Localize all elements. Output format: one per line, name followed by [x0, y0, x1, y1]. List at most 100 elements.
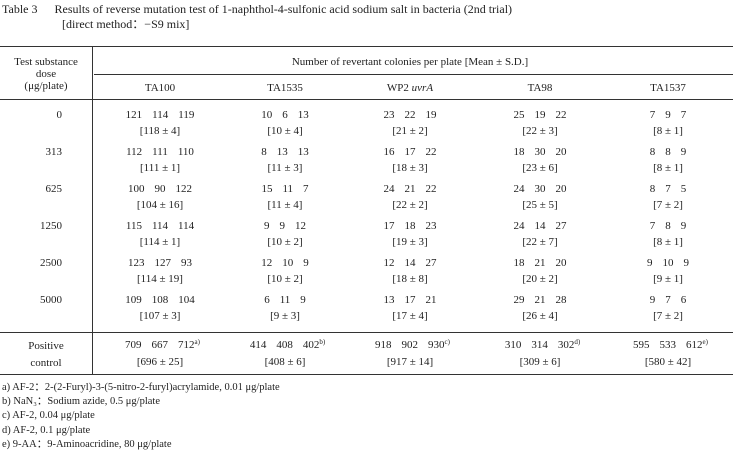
dose: 2500	[40, 257, 62, 269]
dose-header: (μg/plate)	[24, 80, 68, 92]
colony-count: 122	[175, 183, 193, 195]
colony-count: 902	[401, 339, 419, 351]
mean-sd: [10 ± 2]	[267, 273, 303, 285]
colony-counts: 8 13 13	[256, 146, 314, 159]
strain-header: TA98	[528, 82, 553, 95]
colony-count: 918	[375, 339, 392, 351]
footnote-ref: c)	[444, 338, 450, 346]
colony-count: 115	[125, 220, 142, 232]
colony-count: 9	[300, 294, 306, 306]
header-rule	[94, 74, 733, 75]
colony-count: 667	[151, 339, 169, 351]
mean-sd: [580 ± 42]	[644, 356, 692, 368]
colony-count: 21	[404, 183, 416, 195]
colony-count: 30	[534, 183, 546, 195]
colony-count: 712	[178, 339, 195, 351]
mean-sd: [8 ± 1]	[653, 236, 683, 248]
colony-count: 930	[428, 339, 445, 351]
colony-count: 121	[125, 109, 143, 121]
mean-sd: [11 ± 3]	[267, 162, 303, 174]
dose-header: dose	[35, 68, 57, 80]
footnote-ref: d)	[574, 338, 581, 346]
colony-count: 21	[534, 294, 546, 306]
mean-sd: [408 ± 6]	[264, 356, 306, 368]
strain-name: TA100	[144, 82, 176, 94]
footnote: b) NaN₃：Sodium azide, 0.5 μg/plate	[2, 396, 161, 408]
colony-count: 12	[383, 257, 395, 269]
colony-count: 114	[152, 109, 169, 121]
colony-count: 104	[178, 294, 195, 306]
footnote: c) AF-2, 0.04 μg/plate	[2, 410, 95, 422]
colony-count: 5	[680, 183, 687, 195]
strain-header: TA100	[145, 82, 175, 95]
colony-count: 18	[513, 146, 525, 158]
colony-count: 93	[181, 257, 192, 269]
mean-sd: [23 ± 6]	[522, 162, 558, 174]
strain-header: WP2 uvrA	[387, 82, 433, 95]
colony-count: 90	[154, 183, 166, 195]
colony-counts: 6 11 9	[259, 294, 311, 307]
mean-sd: [7 ± 2]	[653, 199, 683, 211]
colony-counts: 115 114 114	[121, 220, 199, 233]
colony-count: 595	[633, 339, 650, 351]
colony-count: 533	[659, 339, 677, 351]
colony-count: 109	[125, 294, 142, 306]
dose-header: Test substance	[14, 56, 78, 68]
colony-count: 11	[279, 294, 291, 306]
colony-count: 314	[531, 339, 548, 351]
colony-count: 22	[425, 183, 437, 195]
control-label: Positive	[28, 340, 64, 352]
colony-count: 100	[128, 183, 145, 195]
colony-counts: 12 14 27	[379, 257, 442, 270]
colony-counts: 9 10 9	[642, 257, 694, 270]
colony-count: 23	[383, 109, 395, 121]
colony-count: 15	[261, 183, 273, 195]
colony-count: 9	[683, 257, 690, 269]
colony-count: 709	[125, 339, 142, 351]
table-subtitle: [direct method：−S9 mix]	[62, 17, 190, 31]
column-divider	[92, 46, 93, 374]
colony-count: 7	[303, 183, 309, 195]
colony-count: 9	[665, 109, 671, 121]
colony-count: 310	[504, 339, 522, 351]
mean-sd: [8 ± 1]	[653, 125, 683, 137]
colony-count: 14	[404, 257, 416, 269]
colony-count: 119	[178, 109, 195, 121]
colony-counts: 12 10 9	[256, 257, 314, 270]
colony-count: 8	[649, 146, 656, 158]
colony-counts: 414 408 402b)	[245, 339, 325, 352]
colony-count: 13	[297, 146, 309, 158]
colony-count: 6	[264, 294, 270, 306]
colony-counts: 10 6 13	[256, 109, 314, 122]
colony-count: 11	[282, 183, 294, 195]
mean-sd: [696 ± 25]	[136, 356, 184, 368]
mean-sd: [917 ± 14]	[386, 356, 434, 368]
colony-count: 114	[151, 220, 169, 232]
colony-count: 25	[513, 109, 525, 121]
colony-count: 8	[665, 146, 671, 158]
colony-count: 9	[264, 220, 270, 232]
colony-count: 8	[649, 183, 656, 195]
colony-count: 28	[555, 294, 567, 306]
colony-count: 10	[261, 109, 273, 121]
colony-counts: 16 17 22	[379, 146, 442, 159]
colony-count: 12	[295, 220, 306, 232]
colony-count: 30	[534, 146, 546, 158]
mean-sd: [22 ± 2]	[392, 199, 428, 211]
mean-sd: [10 ± 2]	[267, 236, 303, 248]
colony-count: 302	[557, 339, 575, 351]
mean-sd: [9 ± 3]	[270, 310, 300, 322]
mean-sd: [7 ± 2]	[653, 310, 683, 322]
colony-count: 20	[555, 183, 567, 195]
mean-sd: [25 ± 5]	[522, 199, 558, 211]
colony-count: 108	[151, 294, 169, 306]
colony-counts: 23 22 19	[379, 109, 442, 122]
colony-counts: 24 30 20	[509, 183, 572, 196]
mean-sd: [118 ± 4]	[139, 125, 181, 137]
colony-count: 23	[425, 220, 437, 232]
mean-sd: [20 ± 2]	[522, 273, 558, 285]
colony-counts: 17 18 23	[379, 220, 442, 233]
dose: 0	[56, 109, 63, 121]
